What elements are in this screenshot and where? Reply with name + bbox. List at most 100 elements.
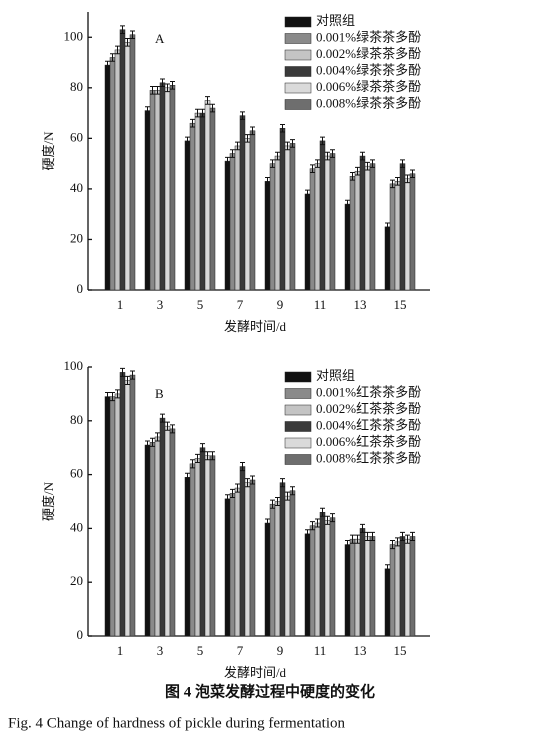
bar	[109, 57, 116, 291]
error-bar	[320, 507, 325, 517]
bar	[164, 87, 171, 291]
legend-label: 0.004%红茶茶多酚	[316, 417, 421, 432]
bar	[184, 477, 191, 637]
error-bar	[150, 86, 155, 95]
error-bar	[265, 518, 270, 528]
bar	[344, 203, 351, 291]
error-bar	[310, 521, 315, 531]
legend-label: 0.008%绿茶茶多酚	[316, 95, 421, 110]
bar	[409, 536, 416, 637]
bar	[369, 163, 376, 291]
legend-label: 0.001%红茶茶多酚	[316, 384, 421, 399]
error-bar	[280, 478, 285, 488]
bar	[279, 128, 286, 291]
bar	[119, 29, 126, 291]
legend-swatch	[284, 66, 312, 77]
error-bar	[225, 156, 230, 166]
error-bar	[305, 529, 310, 539]
error-bar	[405, 174, 410, 184]
x-tick-label: 3	[157, 643, 164, 658]
bar	[119, 372, 126, 637]
error-bar	[210, 451, 215, 461]
error-bar	[160, 413, 165, 423]
bar	[389, 544, 396, 637]
error-bar	[165, 421, 170, 431]
error-bar	[125, 38, 130, 47]
bar	[264, 522, 271, 637]
error-bar	[170, 81, 175, 90]
bar	[309, 168, 316, 291]
error-bar	[145, 106, 150, 115]
legend-swatch	[284, 404, 312, 416]
error-bar	[105, 392, 110, 402]
bar	[239, 115, 246, 291]
bar	[404, 178, 411, 291]
y-tick-label: 40	[70, 180, 83, 195]
bar	[329, 153, 336, 291]
bar	[184, 140, 191, 291]
y-tick-label: 0	[77, 281, 84, 296]
error-bar	[270, 499, 275, 509]
bar	[154, 436, 161, 637]
error-bar	[160, 78, 165, 88]
legend-label: 0.008%红茶茶多酚	[316, 450, 421, 465]
x-tick-label: 5	[197, 643, 204, 658]
legend-swatch	[284, 49, 312, 61]
error-bar	[170, 424, 175, 434]
bar	[394, 541, 401, 637]
y-tick-label: 100	[64, 28, 84, 43]
error-bar	[230, 149, 235, 158]
bar	[124, 42, 131, 291]
bar	[159, 82, 166, 291]
error-bar	[235, 141, 240, 151]
y-tick-label: 60	[70, 466, 83, 481]
y-tick-label: 40	[70, 519, 83, 534]
error-bar	[355, 166, 360, 176]
error-bar	[350, 171, 355, 181]
bar	[169, 428, 176, 637]
error-bar	[115, 389, 120, 399]
error-bar	[230, 488, 235, 498]
bar	[359, 155, 366, 291]
panel-label: A	[155, 31, 165, 46]
error-bar	[400, 531, 405, 542]
error-bar	[225, 494, 230, 504]
bar	[149, 442, 156, 637]
error-bar	[385, 222, 390, 232]
error-bar	[345, 540, 350, 550]
legend-swatch	[284, 437, 312, 449]
bar	[314, 522, 321, 637]
bar	[204, 455, 211, 637]
error-bar	[325, 151, 330, 161]
error-bar	[315, 159, 320, 168]
y-tick-label: 60	[70, 129, 83, 144]
error-bar	[145, 440, 150, 450]
y-axis-label: 硬度/N	[41, 481, 56, 521]
error-bar	[130, 370, 135, 380]
panel-label: B	[155, 386, 164, 401]
y-tick-label: 80	[70, 79, 83, 94]
y-axis-label: 硬度/N	[41, 131, 56, 171]
error-bar	[110, 53, 115, 62]
bar	[224, 498, 231, 637]
error-bar	[355, 534, 360, 544]
bar	[319, 140, 326, 291]
bar	[354, 170, 361, 291]
y-tick-label: 100	[64, 358, 84, 373]
error-bar	[320, 136, 325, 146]
error-bar	[310, 164, 315, 173]
y-tick-label: 0	[77, 627, 84, 642]
bar	[204, 100, 211, 291]
error-bar	[405, 534, 410, 544]
legend-swatch	[284, 454, 312, 465]
x-tick-label: 1	[117, 643, 124, 658]
legend-label: 0.001%绿茶茶多酚	[316, 29, 421, 44]
legend-swatch	[284, 388, 312, 399]
bar	[144, 444, 151, 637]
bar	[164, 425, 171, 637]
bar	[284, 495, 291, 637]
error-bar	[150, 437, 155, 447]
error-bar	[275, 496, 280, 507]
error-bar	[200, 108, 205, 118]
error-bar	[190, 459, 195, 469]
